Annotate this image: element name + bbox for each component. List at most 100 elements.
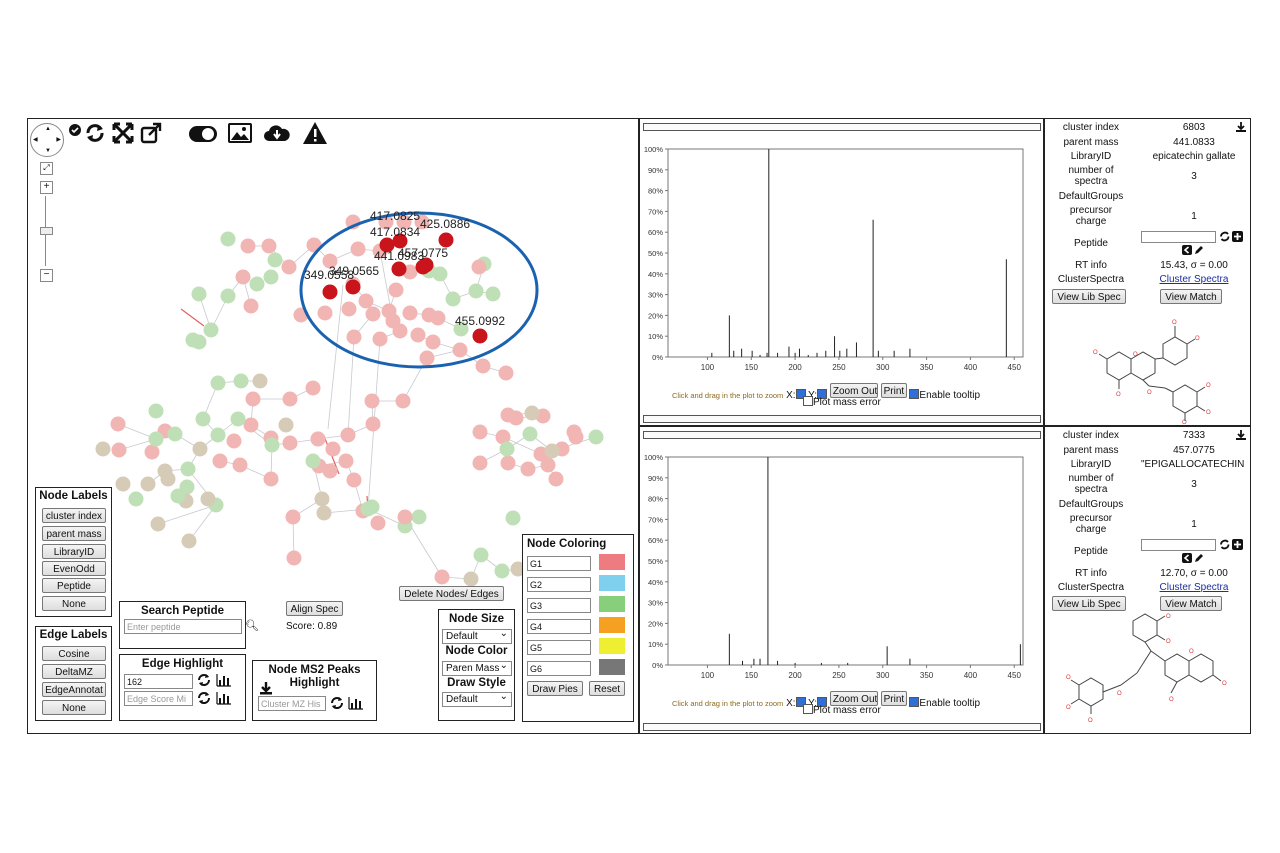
zoom-out-button[interactable]: − — [40, 269, 53, 282]
network-node[interactable] — [346, 472, 362, 488]
network-node[interactable] — [524, 405, 540, 421]
network-node[interactable] — [235, 269, 251, 285]
group-g3-swatch[interactable] — [599, 596, 625, 612]
network-node[interactable] — [314, 491, 330, 507]
network-node[interactable] — [144, 444, 160, 460]
network-node[interactable] — [220, 288, 236, 304]
peptide-input[interactable] — [1141, 231, 1216, 243]
network-node[interactable] — [485, 286, 501, 302]
network-node[interactable] — [540, 457, 556, 473]
cluster-mz-input[interactable]: Cluster MZ His — [258, 696, 326, 711]
refresh-icon[interactable] — [84, 122, 106, 144]
network-edge[interactable] — [402, 357, 428, 402]
enable-tooltip-checkbox[interactable] — [909, 697, 920, 707]
network-node[interactable] — [210, 375, 226, 391]
network-node[interactable] — [278, 417, 294, 433]
network-node[interactable] — [364, 499, 380, 515]
network-node[interactable] — [499, 441, 515, 457]
view-lib-spec-button[interactable]: View Lib Spec — [1052, 596, 1126, 611]
group-g3-input[interactable]: G3 — [527, 598, 591, 613]
spectrum-plot-bottom[interactable]: 0% 10% 20% 30% 40% 50% 60% 70% 80% 90% 100% 100 150 2… — [640, 445, 1042, 695]
edit-icon[interactable] — [1194, 245, 1204, 255]
network-node[interactable] — [548, 471, 564, 487]
network-node-selected[interactable] — [392, 233, 408, 249]
download-icon[interactable] — [259, 681, 273, 695]
network-node[interactable] — [471, 259, 487, 275]
network-node[interactable] — [261, 238, 277, 254]
download-icon[interactable] — [1236, 430, 1246, 440]
edge-label-none-button[interactable]: None — [42, 700, 106, 715]
network-node[interactable] — [286, 550, 302, 566]
image-icon[interactable] — [227, 122, 253, 144]
network-node[interactable] — [115, 476, 131, 492]
network-node[interactable] — [392, 323, 408, 339]
zoom-in-button[interactable]: + — [40, 181, 53, 194]
bar-chart-icon[interactable] — [348, 696, 364, 710]
network-node[interactable] — [397, 509, 413, 525]
network-node[interactable] — [322, 463, 338, 479]
cloud-download-icon[interactable] — [263, 122, 291, 144]
network-node[interactable] — [396, 214, 412, 230]
network-node[interactable] — [148, 403, 164, 419]
print-spectrum-button[interactable]: Print — [880, 383, 907, 398]
network-node[interactable] — [472, 455, 488, 471]
network-node[interactable] — [358, 293, 374, 309]
network-edge[interactable] — [327, 284, 344, 430]
network-node[interactable] — [282, 391, 298, 407]
zoom-out-spectrum-button[interactable]: Zoom Out — [829, 383, 878, 398]
network-node[interactable] — [243, 417, 259, 433]
draw-style-select[interactable]: Default — [442, 690, 512, 707]
network-node[interactable] — [381, 303, 397, 319]
search-icon[interactable]: 🔍︎ — [245, 620, 259, 632]
group-g2-input[interactable]: G2 — [527, 577, 591, 592]
network-node[interactable] — [468, 283, 484, 299]
plot-mass-error-checkbox[interactable] — [803, 704, 813, 714]
network-node-selected[interactable] — [322, 284, 338, 300]
network-node[interactable] — [372, 331, 388, 347]
network-node[interactable] — [388, 282, 404, 298]
network-node[interactable] — [505, 510, 521, 526]
group-g6-swatch[interactable] — [599, 659, 625, 675]
cluster-spectra-link[interactable]: Cluster Spectra — [1159, 582, 1229, 593]
group-g4-swatch[interactable] — [599, 617, 625, 633]
network-node[interactable] — [419, 350, 435, 366]
network-node[interactable] — [181, 533, 197, 549]
network-node[interactable] — [472, 424, 488, 440]
group-g6-input[interactable]: G6 — [527, 661, 591, 676]
network-node[interactable] — [191, 286, 207, 302]
check-circle-icon[interactable] — [68, 123, 82, 137]
zoom-slider-handle[interactable] — [40, 227, 53, 235]
network-node[interactable] — [463, 571, 479, 587]
plot-mass-error-checkbox[interactable] — [803, 396, 813, 406]
edge-label-annotation-button[interactable]: EdgeAnnotat — [42, 682, 106, 697]
network-node[interactable] — [220, 231, 236, 247]
network-node[interactable] — [510, 561, 526, 577]
network-node[interactable] — [445, 291, 461, 307]
fit-screen-icon[interactable] — [112, 122, 134, 144]
search-peptide-input[interactable]: Enter peptide — [124, 619, 242, 634]
network-node[interactable] — [305, 380, 321, 396]
network-node[interactable] — [263, 269, 279, 285]
network-node[interactable] — [170, 488, 186, 504]
network-node[interactable] — [232, 457, 248, 473]
network-node-selected[interactable] — [472, 328, 488, 344]
network-node[interactable] — [140, 476, 156, 492]
network-node[interactable] — [249, 276, 265, 292]
node-label-parent-mass-button[interactable]: parent mass — [42, 526, 106, 541]
network-edge[interactable] — [157, 504, 217, 525]
network-node[interactable] — [430, 310, 446, 326]
network-node[interactable] — [588, 429, 604, 445]
group-g1-swatch[interactable] — [599, 554, 625, 570]
network-node[interactable] — [316, 505, 332, 521]
refresh-icon[interactable] — [197, 691, 211, 705]
network-node[interactable] — [346, 329, 362, 345]
zoom-out-spectrum-button[interactable]: Zoom Out — [829, 691, 878, 706]
bar-chart-icon[interactable] — [216, 691, 232, 705]
network-node-selected[interactable] — [415, 259, 431, 275]
group-g2-swatch[interactable] — [599, 575, 625, 591]
cluster-spectra-link[interactable]: Cluster Spectra — [1159, 274, 1229, 285]
network-node[interactable] — [252, 373, 268, 389]
align-spec-button[interactable]: Align Spec — [286, 601, 343, 616]
back-icon[interactable] — [1182, 553, 1192, 563]
network-node[interactable] — [370, 515, 386, 531]
